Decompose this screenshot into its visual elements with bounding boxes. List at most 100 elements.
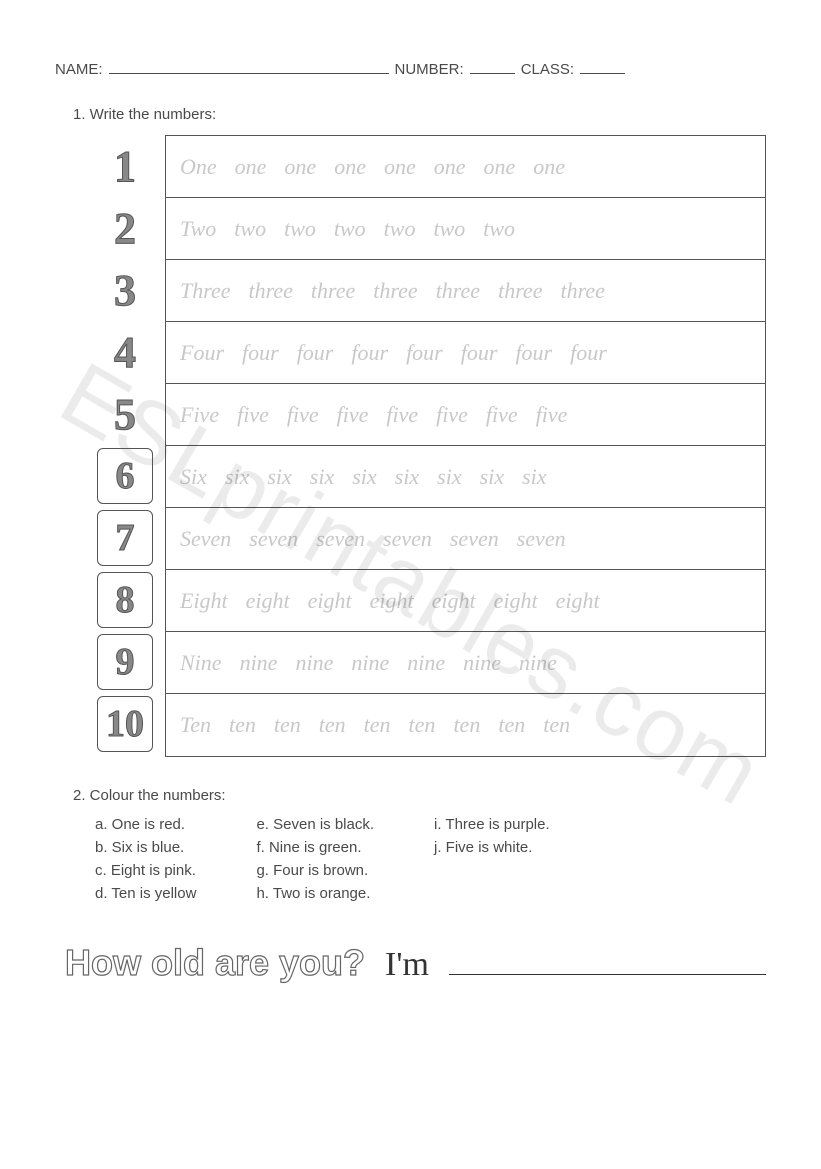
trace-word: four: [242, 340, 279, 366]
class-input-line[interactable]: [580, 60, 625, 74]
number-icon-6: 6: [85, 445, 165, 507]
colour-column-1: e. Seven is black. f. Nine is green. g. Fo…: [256, 816, 374, 902]
answer-input-line[interactable]: [449, 945, 766, 975]
footer-question: How old are you?: [65, 942, 365, 984]
writing-grid: 12345678910 OneoneoneoneoneoneoneoneTwot…: [85, 135, 766, 757]
trace-word: eight: [556, 588, 600, 614]
trace-word: three: [498, 278, 542, 304]
name-input-line[interactable]: [109, 60, 389, 74]
colour-item: h. Two is orange.: [256, 885, 374, 902]
trace-word: five: [386, 402, 418, 428]
trace-word: six: [395, 464, 419, 490]
trace-word: five: [486, 402, 518, 428]
trace-word: six: [352, 464, 376, 490]
trace-word: eight: [246, 588, 290, 614]
trace-word: nine: [407, 650, 445, 676]
number-icon-7: 7: [85, 507, 165, 569]
trace-word: five: [337, 402, 369, 428]
number-input-line[interactable]: [470, 60, 515, 74]
class-label: CLASS:: [521, 61, 574, 78]
writing-row-4[interactable]: Fourfourfourfourfourfourfourfour: [166, 322, 765, 384]
trace-word: five: [536, 402, 568, 428]
trace-word: nine: [463, 650, 501, 676]
name-label: NAME:: [55, 61, 103, 78]
trace-word-cap: Seven: [180, 526, 231, 552]
trace-word: seven: [383, 526, 432, 552]
trace-word: three: [311, 278, 355, 304]
trace-word: two: [483, 216, 515, 242]
writing-lines-column: OneoneoneoneoneoneoneoneTwotwotwotwotwot…: [165, 135, 766, 757]
trace-word: five: [237, 402, 269, 428]
trace-word: six: [522, 464, 546, 490]
colour-item: e. Seven is black.: [256, 816, 374, 833]
trace-word: ten: [498, 712, 525, 738]
trace-word: one: [334, 154, 366, 180]
trace-word: one: [533, 154, 565, 180]
trace-word: three: [373, 278, 417, 304]
number-label: NUMBER:: [395, 61, 464, 78]
colour-item: j. Five is white.: [434, 839, 550, 856]
trace-word: six: [480, 464, 504, 490]
trace-word: nine: [240, 650, 278, 676]
colour-column-0: a. One is red.b. Six is blue.c. Eight is…: [95, 816, 196, 902]
trace-word: one: [483, 154, 515, 180]
writing-row-3[interactable]: Threethreethreethreethreethreethree: [166, 260, 765, 322]
number-icon-4: 4: [85, 321, 165, 383]
trace-word: four: [570, 340, 607, 366]
writing-row-5[interactable]: Fivefivefivefivefivefivefivefive: [166, 384, 765, 446]
colour-item: b. Six is blue.: [95, 839, 196, 856]
answer-lead: I'm: [385, 946, 429, 984]
writing-row-2[interactable]: Twotwotwotwotwotwotwo: [166, 198, 765, 260]
trace-word: ten: [229, 712, 256, 738]
number-icon-10: 10: [85, 693, 165, 755]
trace-word: nine: [351, 650, 389, 676]
number-icon-2: 2: [85, 197, 165, 259]
number-icon-5: 5: [85, 383, 165, 445]
trace-word: one: [284, 154, 316, 180]
trace-word: seven: [450, 526, 499, 552]
colour-column-2: i. Three is purple. j. Five is white.: [434, 816, 550, 902]
colour-list: a. One is red.b. Six is blue.c. Eight is…: [95, 816, 766, 902]
trace-word-cap: Four: [180, 340, 224, 366]
number-icon-9: 9: [85, 631, 165, 693]
writing-row-10[interactable]: Tententententententententen: [166, 694, 765, 756]
writing-row-9[interactable]: Nineninenineninenineninenine: [166, 632, 765, 694]
trace-word: two: [384, 216, 416, 242]
writing-row-6[interactable]: Sixsixsixsixsixsixsixsixsix: [166, 446, 765, 508]
trace-word: five: [287, 402, 319, 428]
colour-item: g. Four is brown.: [256, 862, 374, 879]
number-icon-3: 3: [85, 259, 165, 321]
trace-word: two: [433, 216, 465, 242]
number-icon-column: 12345678910: [85, 135, 165, 757]
colour-item: a. One is red.: [95, 816, 196, 833]
trace-word: three: [249, 278, 293, 304]
trace-word: six: [310, 464, 334, 490]
trace-word: four: [515, 340, 552, 366]
number-icon-1: 1: [85, 135, 165, 197]
trace-word: four: [351, 340, 388, 366]
trace-word: eight: [494, 588, 538, 614]
footer-question-row: How old are you? I'm: [65, 942, 766, 984]
trace-word: two: [234, 216, 266, 242]
writing-row-1[interactable]: Oneoneoneoneoneoneoneone: [166, 136, 765, 198]
trace-word: ten: [543, 712, 570, 738]
trace-word: one: [434, 154, 466, 180]
writing-row-8[interactable]: Eighteighteighteighteighteighteight: [166, 570, 765, 632]
trace-word: five: [436, 402, 468, 428]
trace-word: ten: [364, 712, 391, 738]
trace-word: four: [297, 340, 334, 366]
trace-word: four: [406, 340, 443, 366]
trace-word: six: [267, 464, 291, 490]
trace-word: two: [334, 216, 366, 242]
trace-word: six: [225, 464, 249, 490]
trace-word-cap: Six: [180, 464, 207, 490]
trace-word: two: [284, 216, 316, 242]
trace-word: ten: [274, 712, 301, 738]
writing-row-7[interactable]: Sevensevensevensevensevenseven: [166, 508, 765, 570]
colour-item: f. Nine is green.: [256, 839, 374, 856]
trace-word: ten: [409, 712, 436, 738]
colour-item: d. Ten is yellow: [95, 885, 196, 902]
colour-item: i. Three is purple.: [434, 816, 550, 833]
trace-word: one: [384, 154, 416, 180]
trace-word: three: [560, 278, 604, 304]
